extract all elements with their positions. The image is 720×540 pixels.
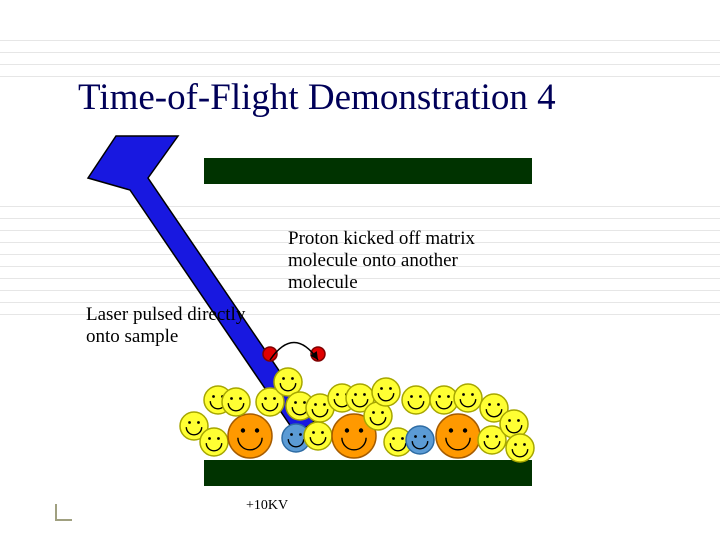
molecule-yellow-2 [200,428,228,456]
voltage-label: +10KV [246,498,288,514]
molecule-yellow-4 [222,388,250,416]
proton-label-line: Proton kicked off matrix [288,228,475,250]
molecule-yellow-15 [372,378,400,406]
proton-label: Proton kicked off matrixmolecule onto an… [288,228,475,294]
molecule-yellow-25 [506,434,534,462]
proton-label-line: molecule [288,272,475,294]
laser-label-line: Laser pulsed directly [86,304,245,326]
proton-arc [270,343,318,361]
laser-label-line: onto sample [86,326,245,348]
plate-top [204,158,532,184]
molecule-orange-20 [436,414,480,458]
plate-bottom [204,460,532,486]
proton-label-line: molecule onto another [288,250,475,272]
molecule-blue-17 [406,426,434,454]
molecule-yellow-18 [402,386,430,414]
corner-mark [56,504,72,520]
molecule-orange-3 [228,414,272,458]
page-title: Time-of-Flight Demonstration 4 [78,76,556,119]
molecule-yellow-10 [304,422,332,450]
molecule-yellow-21 [454,384,482,412]
laser-label: Laser pulsed directlyonto sample [86,304,245,348]
